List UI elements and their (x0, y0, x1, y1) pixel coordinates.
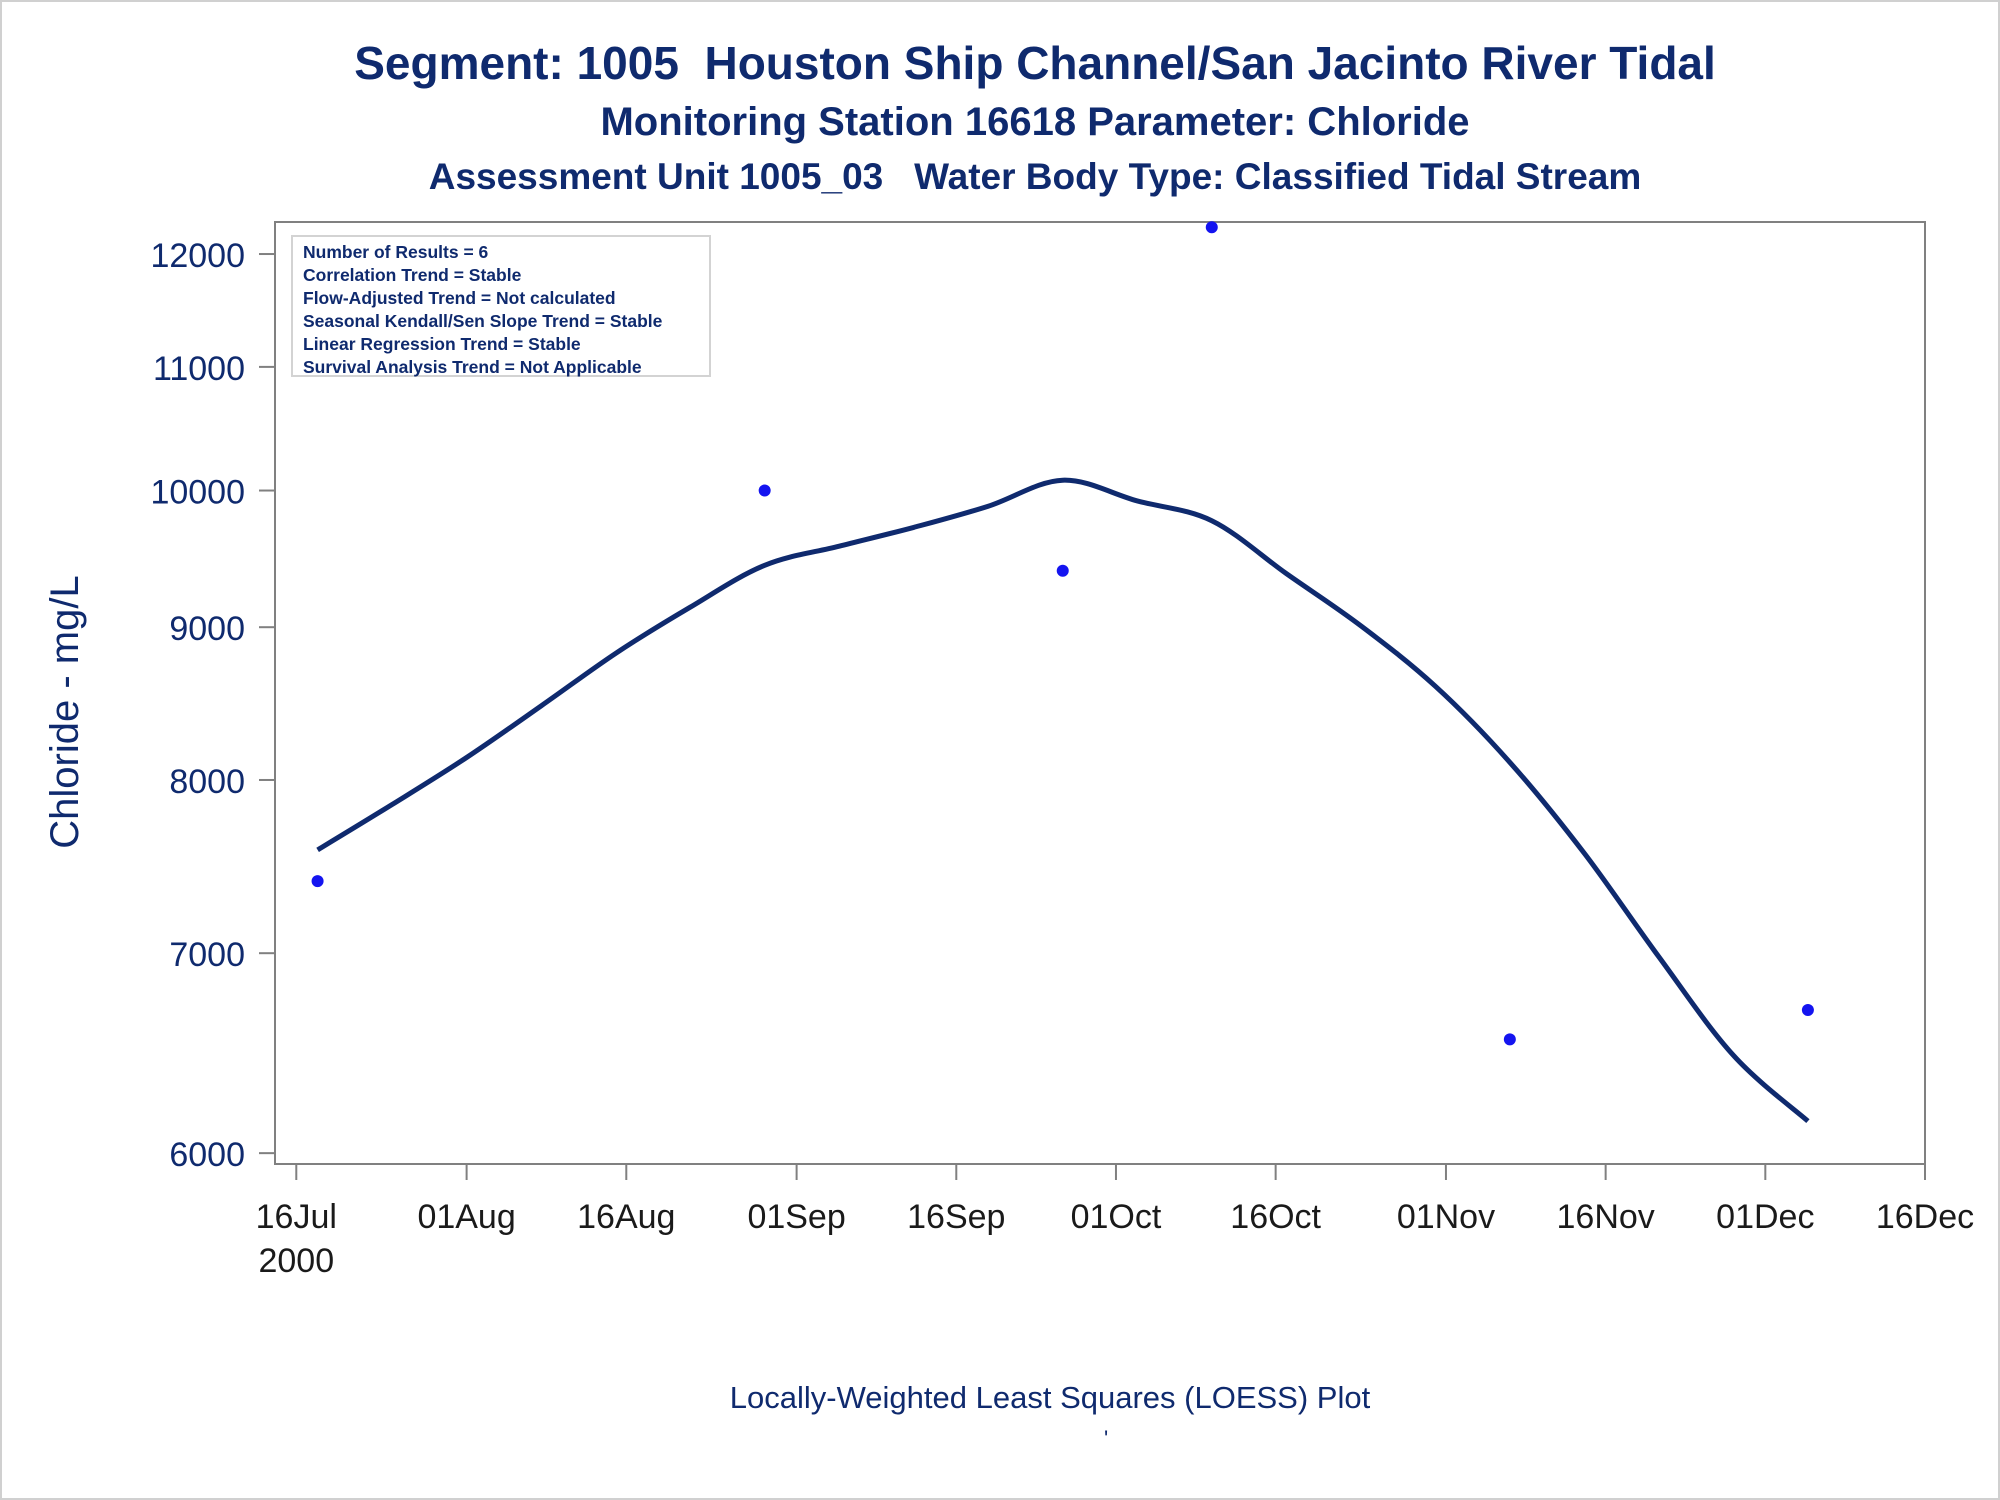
chart-subtitle: Monitoring Station 16618 Parameter: Chlo… (600, 100, 1470, 144)
data-point (1503, 1033, 1516, 1046)
data-point (1205, 221, 1218, 234)
x-tick-label: 16Aug (577, 1198, 675, 1236)
y-tick-label: 12000 (150, 237, 245, 275)
x-tick-label: 16Jul (256, 1198, 337, 1236)
y-axis: 6000 7000 8000 9000 10000 11000 12000 (150, 237, 275, 1174)
x-tick-label: 16Dec (1876, 1198, 1974, 1236)
stat-correlation-trend: Correlation Trend = Stable (303, 265, 522, 285)
y-axis-label: Chloride - mg/L (43, 575, 87, 848)
data-point (758, 484, 771, 497)
loess-curve (316, 477, 1810, 1123)
y-tick-label: 6000 (169, 1136, 245, 1174)
plot-area (274, 221, 1926, 1165)
x-tick-year-label: 2000 (258, 1242, 334, 1280)
stat-flow-adjusted-trend: Flow-Adjusted Trend = Not calculated (303, 288, 616, 308)
x-tick-label: 01Dec (1716, 1198, 1814, 1236)
stat-survival-analysis-trend: Survival Analysis Trend = Not Applicable (303, 357, 642, 377)
chart-footnote: Locally-Weighted Least Squares (LOESS) P… (729, 1380, 1371, 1415)
x-tick-label: 01Nov (1397, 1198, 1495, 1236)
x-tick-label: 16Oct (1230, 1198, 1321, 1236)
x-tick-label: 01Oct (1071, 1198, 1162, 1236)
data-point (311, 875, 324, 888)
y-tick-label: 11000 (153, 350, 245, 388)
data-point (1056, 564, 1069, 577)
y-tick-label: 10000 (150, 474, 245, 512)
y-tick-label: 8000 (169, 763, 245, 801)
chart-title: Segment: 1005 Houston Ship Channel/San J… (354, 37, 1716, 89)
footnote-mark: ' (1104, 1426, 1109, 1451)
x-tick-label: 01Sep (747, 1198, 845, 1236)
x-axis: 16Jul 2000 01Aug 16Aug 01Sep 16Sep 01Oct 16Oct 0… (256, 1164, 1974, 1280)
stat-seasonal-kendall-trend: Seasonal Kendall/Sen Slope Trend = Stabl… (303, 311, 663, 331)
x-tick-label: 16Nov (1557, 1198, 1655, 1236)
x-tick-label: 01Aug (417, 1198, 515, 1236)
stat-linear-regression-trend: Linear Regression Trend = Stable (303, 334, 581, 354)
y-tick-label: 9000 (169, 610, 245, 648)
y-tick-label: 7000 (169, 936, 245, 974)
trend-stats-box: Number of Results = 6 Correlation Trend … (291, 235, 711, 377)
x-tick-label: 16Sep (907, 1198, 1005, 1236)
series-layer (311, 221, 1814, 1123)
stat-number-of-results: Number of Results = 6 (303, 242, 489, 262)
chart-subtitle-2: Assessment Unit 1005_03 Water Body Type:… (428, 156, 1642, 197)
data-point (1801, 1004, 1814, 1017)
